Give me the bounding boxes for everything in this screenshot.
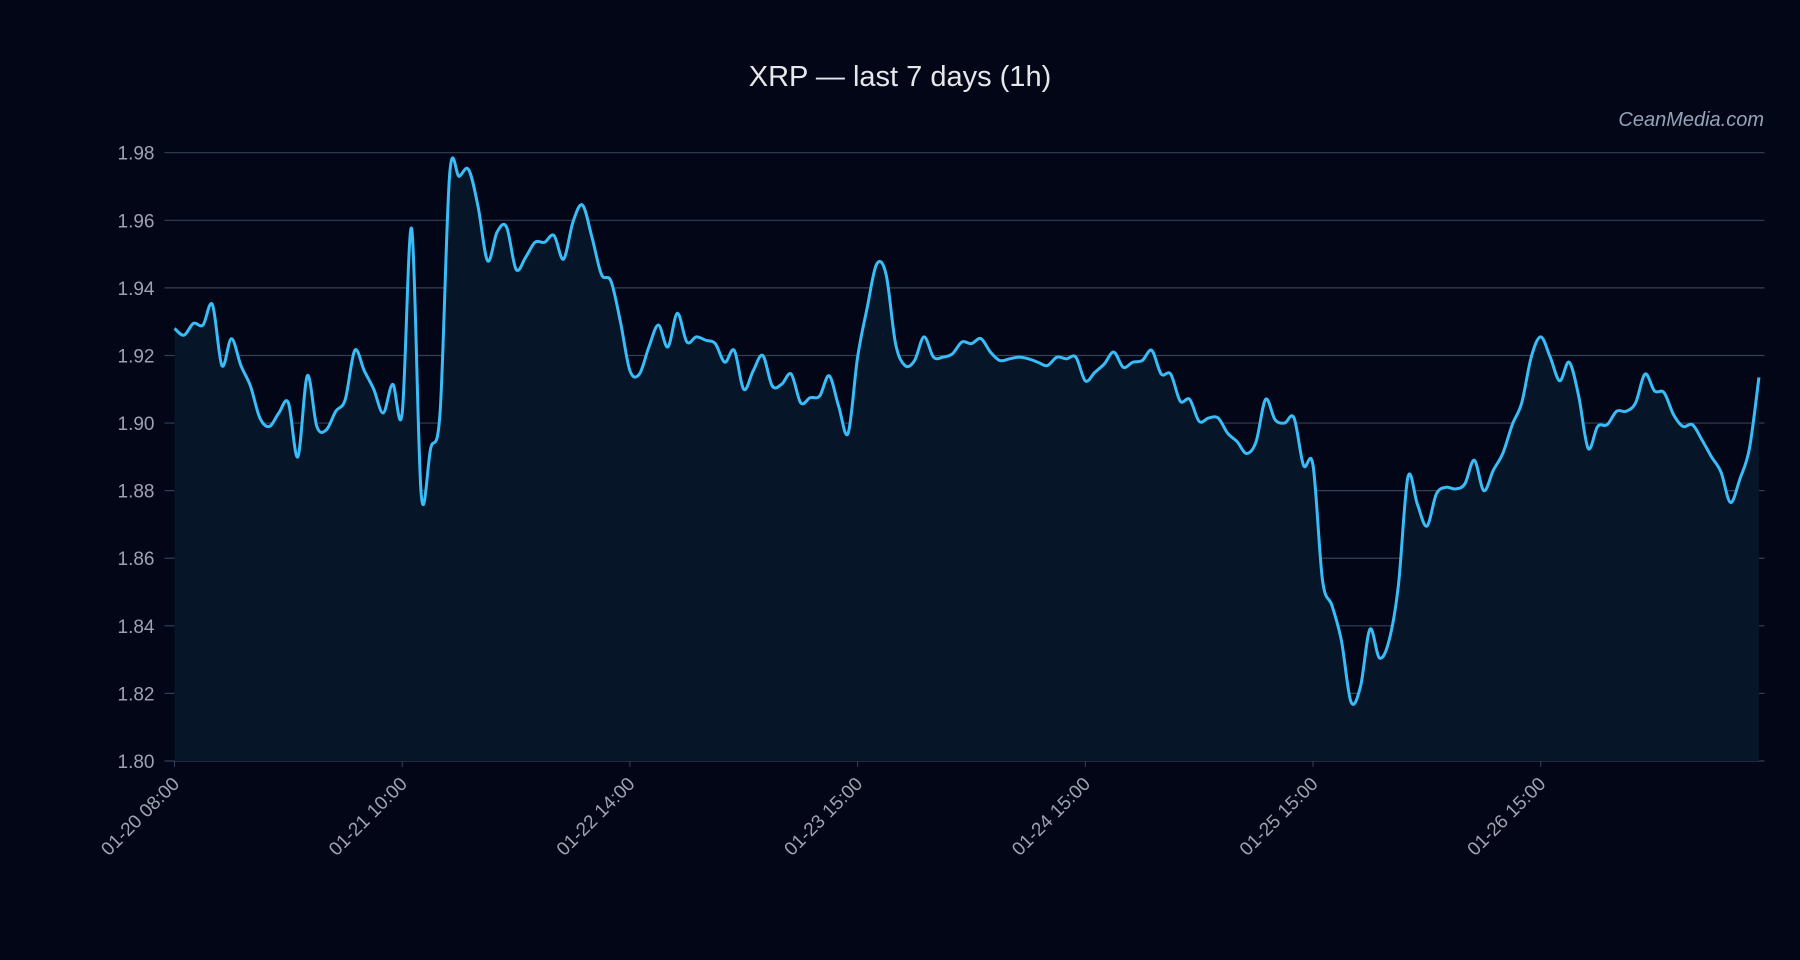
price-line <box>173 156 1761 706</box>
chart-title: XRP — last 7 days (1h) <box>749 61 1051 93</box>
y-tick-label: 1.98 <box>118 144 155 165</box>
y-tick-label: 1.80 <box>118 752 155 773</box>
y-tick-label: 1.82 <box>118 684 155 705</box>
y-axis: 1.80 1.82 1.84 1.86 1.88 1.90 1.92 1.94 1.96 1.98 <box>118 144 155 773</box>
watermark: CeanMedia.com <box>1618 109 1764 131</box>
y-tick-label: 1.84 <box>118 617 155 638</box>
y-tick-label: 1.94 <box>118 279 155 300</box>
y-tick-label: 1.86 <box>118 549 155 570</box>
y-tick-label: 1.92 <box>118 346 155 367</box>
price-area-fill <box>174 157 1759 761</box>
y-tick-label: 1.88 <box>118 482 155 503</box>
y-tick-label: 1.90 <box>118 414 155 435</box>
y-tick-label: 1.96 <box>118 211 155 232</box>
